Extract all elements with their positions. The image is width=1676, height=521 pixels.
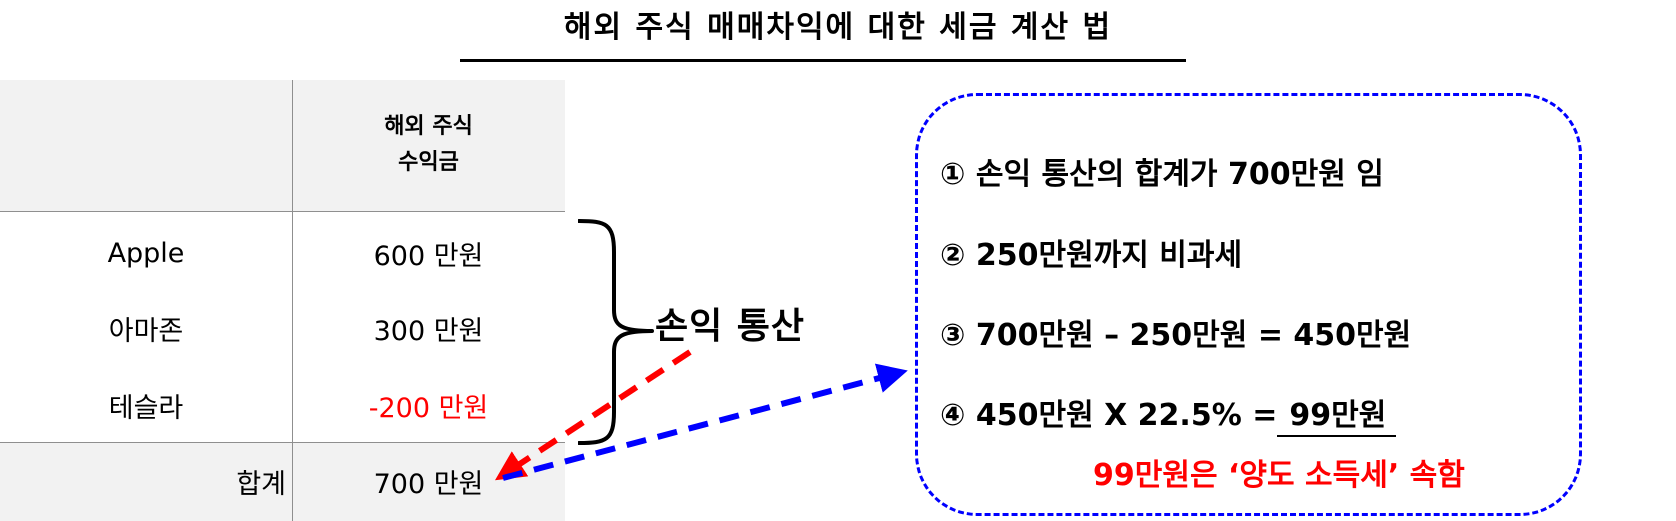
tax-note: 99만원은 ‘양도 소득세’ 속함: [1093, 458, 1465, 493]
page-title: 해외 주식 매매차익에 대한 세금 계산 법: [563, 10, 1113, 45]
row-name-amazon: 아마존: [108, 315, 184, 347]
blue-dashed-arrow: [502, 363, 908, 481]
red-dashed-arrow: [494, 349, 692, 481]
total-divider: [0, 442, 565, 443]
step-4-text: ④ 450만원 X 22.5% =: [940, 398, 1278, 433]
total-label-text: 합계: [236, 469, 286, 500]
header-profit: 해외 주식 수익금: [292, 105, 565, 185]
row-name-tesla: 테슬라: [108, 392, 184, 424]
total-row-background: [0, 442, 565, 521]
step-1: ① 손익 통산의 합계가 700만원 임: [940, 157, 1384, 192]
header-divider: [0, 211, 565, 212]
row-value-amazon: 300 만원: [373, 315, 484, 347]
step-4-result: 99만원: [1277, 397, 1397, 437]
curly-brace: [578, 219, 654, 445]
calculation-box: [915, 93, 1582, 516]
row-value-apple: 600 만원: [373, 240, 484, 272]
step-3: ③ 700만원 – 250만원 = 450만원: [940, 318, 1412, 353]
step-2: ② 250만원까지 비과세: [940, 238, 1243, 273]
header-line-1: 해외 주식: [384, 114, 473, 139]
header-row-background: [0, 80, 565, 211]
row-value-tesla: -200 만원: [368, 392, 489, 424]
step-4: ④ 450만원 X 22.5% = 99만원: [940, 396, 1397, 437]
stock-profit-table: 해외 주식 수익금 Apple 600 만원 아마존 300 만원 테슬라 -2…: [0, 80, 565, 521]
header-line-2: 수익금: [398, 150, 459, 175]
total-value: 700 만원: [373, 469, 484, 500]
total-label: 합계: [0, 442, 292, 521]
title-underline: [460, 59, 1186, 62]
row-name-apple: Apple: [107, 237, 185, 269]
offset-label: 손익 통산: [655, 306, 806, 347]
column-divider: [292, 80, 293, 521]
